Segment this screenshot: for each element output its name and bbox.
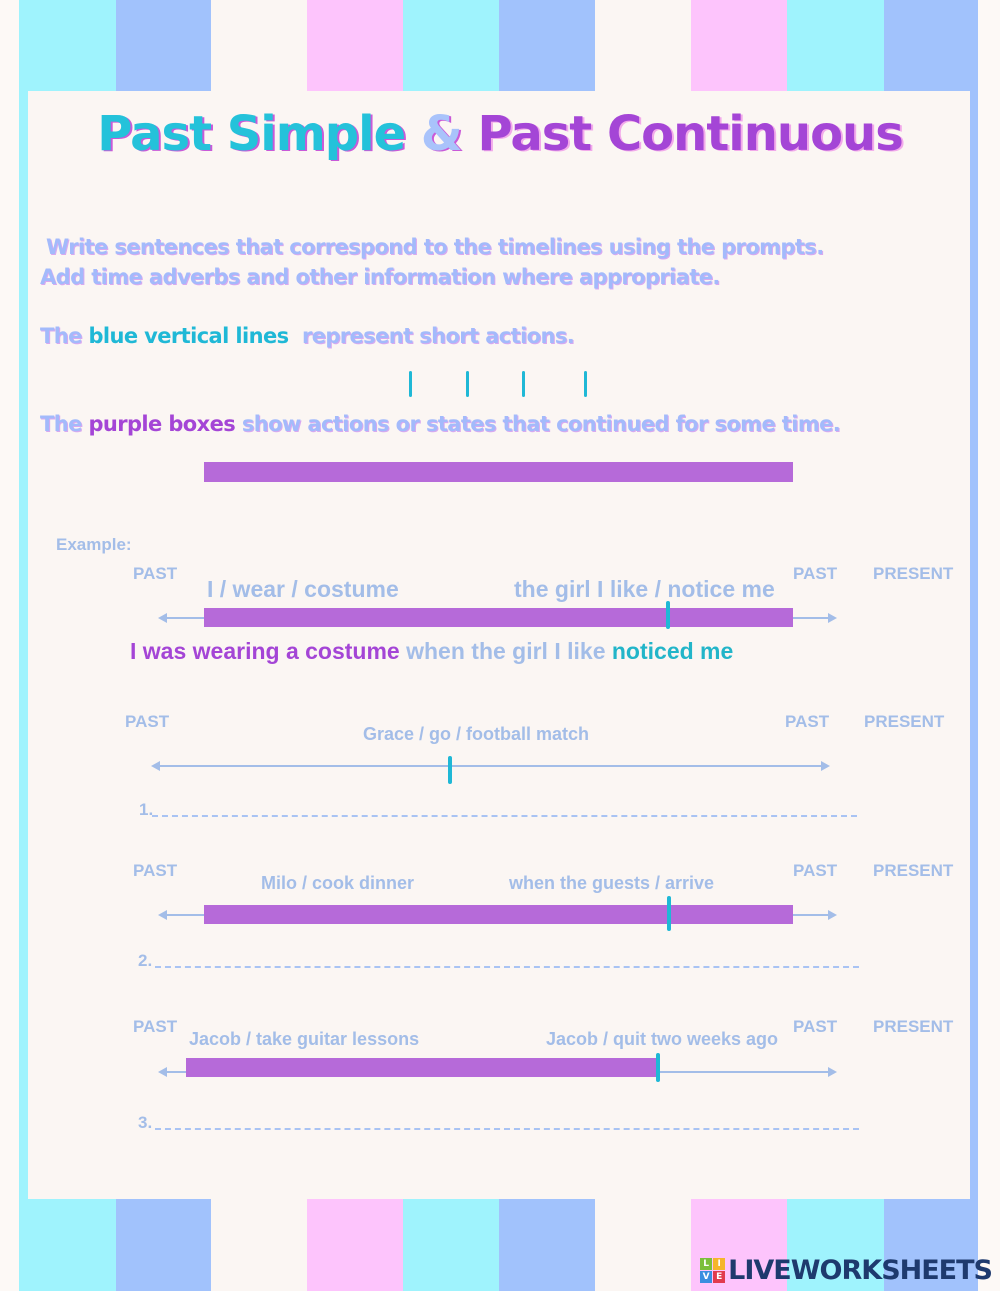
example-answer: I was wearing a costume when the girl I … (130, 638, 733, 665)
live-grid-icon: L I V E (700, 1258, 726, 1283)
stripe-top-6 (499, 0, 595, 100)
ex3-continuous-bar (186, 1058, 658, 1077)
title-past-continuous: Past Continuous (477, 106, 903, 162)
legend-purple-highlight: purple boxes (88, 412, 236, 436)
stripe-top-10 (884, 0, 978, 100)
ex3-number: 3. (138, 1113, 153, 1132)
ex2-past-left: PAST (133, 861, 178, 880)
example-prompt-continuous: I / wear / costume (207, 576, 399, 602)
stripe-bottom-3 (211, 1195, 307, 1291)
stripe-top-7 (595, 0, 691, 100)
ex1-arrow-right-icon (821, 761, 830, 771)
ex1-short-action (448, 756, 452, 784)
example-arrow-right-icon (828, 613, 837, 623)
stripe-bottom-4 (307, 1195, 403, 1291)
legend-blue-highlight: blue vertical lines (88, 324, 289, 348)
example-label: Example: (56, 535, 132, 554)
instruction-line-2: Add time adverbs and other information w… (40, 265, 720, 289)
short-action-sample-4 (584, 371, 587, 397)
ex3-answer-input[interactable] (155, 1128, 859, 1130)
stripe-top-9 (787, 0, 884, 100)
ex1-timeline-axis (158, 765, 823, 767)
logo-text: LIVEWORKSHEETS (728, 1255, 993, 1286)
example-past-left: PAST (133, 564, 178, 583)
example-answer-connector: when the girl I like (406, 638, 606, 664)
ex3-past-left: PAST (133, 1017, 178, 1036)
stripe-bottom-5 (403, 1195, 499, 1291)
example-short-action (666, 601, 670, 629)
example-arrow-left-icon (158, 613, 167, 623)
ex1-present: PRESENT (864, 712, 945, 731)
side-border-left (19, 0, 28, 1291)
stripe-top-4 (307, 0, 403, 100)
example-continuous-bar (204, 608, 793, 627)
ex2-arrow-left-icon (158, 910, 167, 920)
ex3-short-action (656, 1053, 660, 1082)
ex1-past-right: PAST (785, 712, 830, 731)
continuous-action-sample (204, 462, 793, 482)
ex2-arrow-right-icon (828, 910, 837, 920)
ex1-prompt: Grace / go / football match (363, 724, 590, 744)
legend-blue-lines: The blue vertical lines represent short … (40, 324, 575, 348)
ex2-answer-input[interactable] (155, 966, 859, 968)
ex2-short-action (667, 896, 671, 931)
stripe-bottom-1 (19, 1195, 116, 1291)
stripe-top-5 (403, 0, 499, 100)
ex2-continuous-bar (204, 905, 793, 924)
example-answer-continuous: I was wearing a costume (130, 638, 400, 664)
ex2-past-right: PAST (793, 861, 838, 880)
legend-blue-suffix: represent short actions. (301, 324, 575, 348)
stripe-bottom-2 (116, 1195, 211, 1291)
legend-purple-boxes: The purple boxes show actions or states … (40, 412, 841, 436)
ex1-past-left: PAST (125, 712, 170, 731)
title-past-simple: Past Simple (97, 106, 406, 162)
legend-purple-prefix: The (40, 412, 82, 436)
ex2-number: 2. (138, 951, 153, 970)
stripe-bottom-9 (787, 1195, 884, 1291)
ex2-prompt-continuous: Milo / cook dinner (261, 873, 415, 893)
stripe-bottom-6 (499, 1195, 595, 1291)
ex1-number: 1. (139, 800, 154, 819)
stripe-top-3 (211, 0, 307, 100)
legend-purple-suffix: show actions or states that continued fo… (241, 412, 841, 436)
ex1-answer-input[interactable] (152, 815, 857, 817)
legend-blue-prefix: The (40, 324, 82, 348)
ex2-present: PRESENT (873, 861, 954, 880)
stripe-bottom-7 (595, 1195, 691, 1291)
ex3-prompt-continuous: Jacob / take guitar lessons (189, 1029, 420, 1049)
example-prompt-simple: the girl I like / notice me (514, 576, 775, 602)
example-answer-simple: noticed me (611, 638, 734, 664)
ex3-prompt-simple: Jacob / quit two weeks ago (546, 1029, 779, 1049)
stripe-top-2 (116, 0, 211, 100)
short-action-sample-3 (522, 371, 525, 397)
title-ampersand: & (420, 106, 463, 162)
page-title: Past Simple & Past Continuous (0, 106, 1000, 162)
liveworksheets-logo[interactable]: L I V E LIVEWORKSHEETS (700, 1255, 993, 1286)
example-present: PRESENT (873, 564, 954, 583)
ex3-past-right: PAST (793, 1017, 838, 1036)
stripe-top-1 (19, 0, 116, 100)
side-border-right (970, 0, 978, 1291)
worksheet-card (28, 91, 970, 1199)
instruction-line-1: Write sentences that correspond to the t… (46, 235, 824, 259)
stripe-bottom-10 (884, 1195, 978, 1291)
ex3-arrow-left-icon (158, 1067, 167, 1077)
short-action-sample-2 (466, 371, 469, 397)
ex2-prompt-simple: when the guests / arrive (509, 873, 715, 893)
ex3-present: PRESENT (873, 1017, 954, 1036)
ex1-arrow-left-icon (151, 761, 160, 771)
example-past-right: PAST (793, 564, 838, 583)
ex3-arrow-right-icon (828, 1067, 837, 1077)
short-action-sample-1 (409, 371, 412, 397)
stripe-top-8 (691, 0, 787, 100)
